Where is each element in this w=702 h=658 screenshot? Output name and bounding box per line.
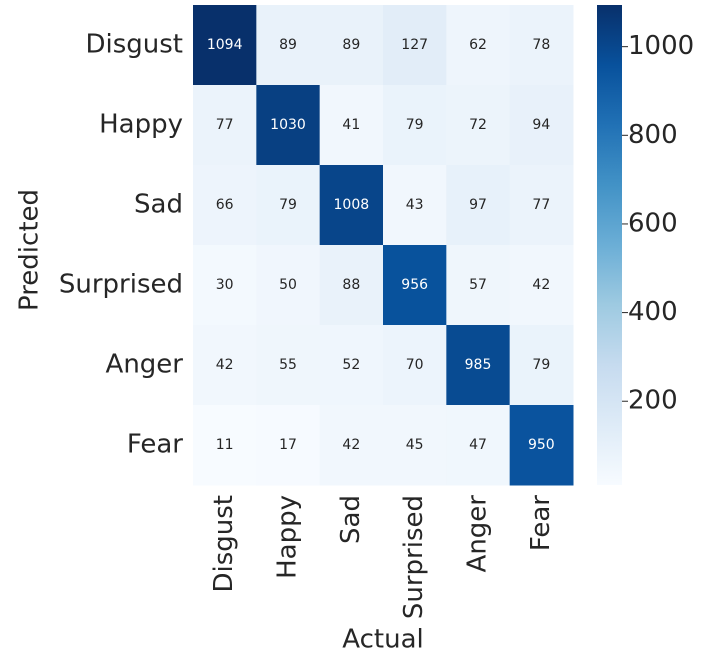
x-tick-label: Disgust [209,495,239,593]
cell-label: 11 [216,437,234,453]
y-tick-label: Sad [134,190,183,220]
heatmap-cell [509,165,574,246]
x-axis-label: Actual [342,625,423,655]
heatmap-cell [446,245,511,326]
colorbar-tick-label: 800 [628,120,678,150]
x-tick-label: Anger [463,495,493,573]
heatmap-cell [383,325,447,406]
y-tick-label: Anger [106,350,184,380]
heatmap-cell [446,165,511,246]
cell-label: 42 [342,437,360,453]
cell-label: 50 [279,277,297,293]
cell-label: 94 [532,117,550,133]
heatmap-cell [509,245,574,326]
heatmap-cell [193,85,257,166]
heatmap-cell [383,405,447,486]
cell-label: 66 [216,197,234,213]
cell-label: 47 [469,437,487,453]
colorbar-tick-label: 1000 [628,31,694,61]
heatmap-cell [383,5,447,86]
cell-label: 17 [279,437,297,453]
cell-label: 1094 [207,37,243,53]
y-axis-label: Predicted [15,189,45,311]
colorbar-tick-label: 600 [628,208,678,238]
x-tick-label: Happy [273,495,303,579]
cell-label: 79 [406,117,424,133]
heatmap-cell [256,405,321,486]
cell-label: 41 [342,117,360,133]
heatmap-cell [256,85,321,166]
cell-label: 72 [469,117,487,133]
heatmap-cell [256,245,321,326]
heatmap-cell [256,5,321,86]
heatmap-cell [383,245,447,326]
heatmap-cell [509,325,574,406]
cell-label: 57 [469,277,487,293]
heatmap-cell [319,325,384,406]
heatmap-cell [193,245,257,326]
heatmap-cell [319,85,384,166]
cell-label: 52 [342,357,360,373]
cell-label: 45 [406,437,424,453]
x-tick-label: Surprised [399,495,429,619]
cell-label: 89 [342,37,360,53]
cell-label: 985 [465,357,492,373]
cell-label: 77 [216,117,234,133]
cell-label: 43 [406,197,424,213]
heatmap-cell [319,405,384,486]
cell-label: 42 [532,277,550,293]
cell-label: 127 [401,37,428,53]
heatmap-cell [193,325,257,406]
cell-label: 97 [469,197,487,213]
heatmap-cell [319,5,384,86]
heatmap-cell [383,85,447,166]
heatmap-cell [446,325,511,406]
cell-label: 77 [532,197,550,213]
heatmap-cell [193,405,257,486]
heatmap-cell [509,5,574,86]
y-tick-label: Surprised [59,270,183,300]
cell-label: 79 [279,197,297,213]
colorbar [597,5,622,485]
cell-label: 89 [279,37,297,53]
cell-label: 30 [216,277,234,293]
heatmap-cell [256,325,321,406]
y-tick-label: Happy [99,110,183,140]
y-tick-label: Fear [127,430,183,460]
cell-label: 1030 [270,117,306,133]
heatmap-cell [446,405,511,486]
cell-label: 88 [342,277,360,293]
heatmap-cell [319,165,384,246]
cell-label: 78 [532,37,550,53]
x-tick-label: Fear [526,495,556,551]
x-tick-label: Sad [336,495,366,544]
cell-label: 950 [528,437,555,453]
heatmap-cell [446,5,511,86]
heatmap-cell [509,405,574,486]
cell-label: 1008 [334,197,370,213]
heatmap-cell [193,165,257,246]
heatmap-cell [256,165,321,246]
heatmap-cell [319,245,384,326]
y-tick-label: Disgust [85,30,183,60]
heatmap-cell [193,5,257,86]
cell-label: 79 [532,357,550,373]
cell-label: 55 [279,357,297,373]
colorbar-tick-label: 200 [628,386,678,416]
cell-label: 62 [469,37,487,53]
heatmap-cell [383,165,447,246]
colorbar-tick-label: 400 [628,297,678,327]
cell-label: 42 [216,357,234,373]
cell-label: 70 [406,357,424,373]
heatmap-cell [446,85,511,166]
cell-label: 956 [401,277,428,293]
heatmap-cell [509,85,574,166]
